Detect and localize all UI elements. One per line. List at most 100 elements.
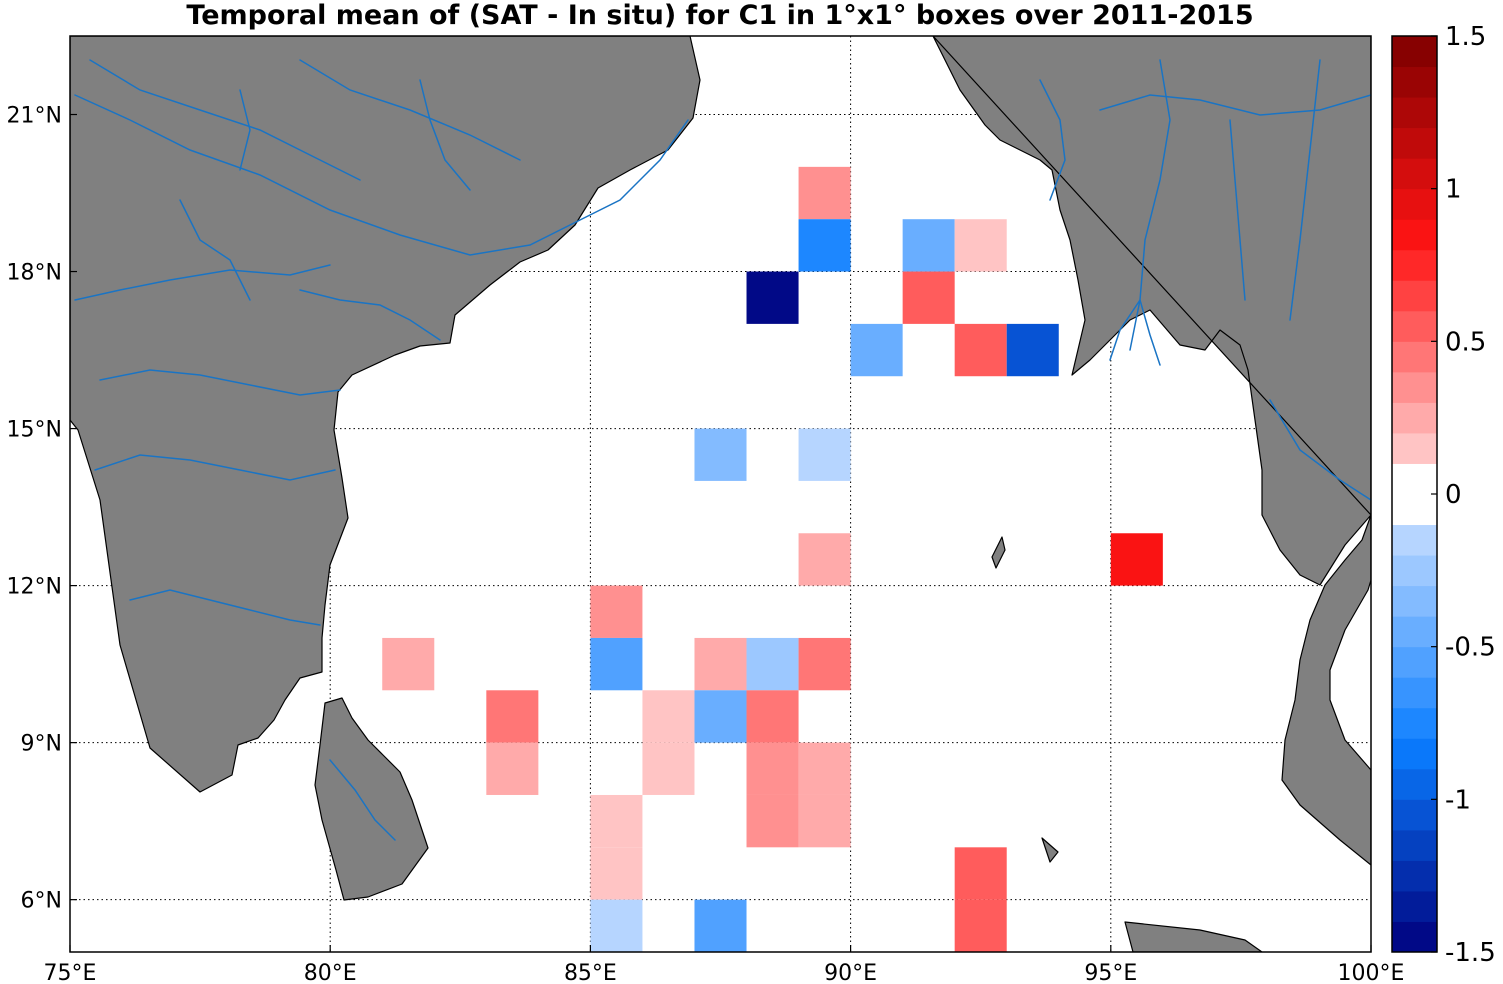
river-salween <box>1289 59 1321 321</box>
data-cell <box>902 271 955 324</box>
data-cell <box>590 794 643 848</box>
river-layer <box>74 59 1371 841</box>
india-landmass <box>70 36 701 793</box>
data-cell <box>486 742 539 795</box>
data-cell <box>746 742 799 795</box>
river-narmada <box>74 264 331 301</box>
colorbar-segment <box>1392 646 1437 678</box>
river-tributary-3 <box>239 89 251 171</box>
river-meghna <box>1039 79 1066 201</box>
colorbar-segment <box>1392 249 1437 281</box>
river-godavari <box>99 369 341 396</box>
data-cell <box>850 323 903 377</box>
data-cell <box>694 428 747 481</box>
data-cell <box>642 690 695 743</box>
axis-labels: 75°E 80°E 85°E 90°E 95°E 100°E 6°N 9°N 12°N 15°N 1… <box>7 104 1405 984</box>
data-cell <box>642 742 695 795</box>
data-cell <box>382 637 435 691</box>
andaman-island <box>991 536 1006 569</box>
data-cells <box>382 166 1163 952</box>
data-cell <box>590 899 643 952</box>
colorbar-segment <box>1392 97 1437 129</box>
data-cell <box>902 219 955 272</box>
data-cell <box>954 323 1007 377</box>
colorbar-segment <box>1392 555 1437 587</box>
data-cell <box>694 899 747 952</box>
colorbar-segment <box>1392 585 1437 617</box>
river-brahmaputra <box>1099 94 1371 116</box>
land-layer <box>70 36 1371 952</box>
bangladesh-myanmar-landmass <box>932 36 1371 866</box>
river-mahanadi <box>299 289 441 341</box>
colorbar-segment <box>1392 463 1437 495</box>
colorbar-segment <box>1392 158 1437 190</box>
data-cell <box>746 271 799 324</box>
colorbar-segment <box>1392 524 1437 556</box>
sri-lanka-landmass <box>314 697 429 901</box>
colorbar-segment <box>1392 860 1437 892</box>
river-krishna <box>94 454 336 481</box>
colorbar: 1.5 1 0.5 0 -0.5 -1 -1.5 <box>1391 22 1496 968</box>
data-cell <box>590 585 643 638</box>
data-cell <box>954 847 1007 900</box>
river-sittaung <box>1229 119 1246 301</box>
data-cell <box>798 166 851 220</box>
river-tributary-1 <box>179 199 251 301</box>
colorbar-tick-label: -0.5 <box>1445 633 1496 663</box>
data-cell <box>954 219 1007 272</box>
data-cell <box>746 637 799 691</box>
river-ganges <box>74 94 689 256</box>
x-tick-label: 90°E <box>824 961 877 984</box>
y-tick-label: 12°N <box>7 575 62 600</box>
colorbar-tick-label: -1 <box>1445 785 1471 815</box>
colorbar-segment <box>1392 371 1437 403</box>
colorbar-tick-label: 0 <box>1445 480 1462 510</box>
colorbar-segment <box>1392 738 1437 770</box>
x-tick-label: 80°E <box>304 961 357 984</box>
y-tick-label: 6°N <box>21 889 62 914</box>
colorbar-segment <box>1392 921 1437 953</box>
data-cell <box>798 219 851 272</box>
x-tick-label: 95°E <box>1084 961 1137 984</box>
colorbar-segment <box>1392 310 1437 342</box>
x-tick-label: 85°E <box>564 961 617 984</box>
data-cell <box>954 899 1007 952</box>
river-tributary-2 <box>419 79 471 191</box>
colorbar-segment <box>1392 280 1437 312</box>
data-cell <box>798 794 851 848</box>
colorbar-segment <box>1392 707 1437 739</box>
data-cell <box>694 637 747 691</box>
colorbar-segment <box>1392 188 1437 220</box>
river-sri-lanka <box>329 759 396 841</box>
sumatra-landmass <box>1124 921 1263 952</box>
y-tick-label: 15°N <box>7 418 62 443</box>
data-cell <box>798 742 851 795</box>
colorbar-tick-label: 1 <box>1445 175 1462 205</box>
data-cell <box>798 637 851 691</box>
data-cell <box>1110 533 1163 586</box>
colorbar-segment <box>1392 677 1437 709</box>
colorbar-segment <box>1392 127 1437 159</box>
x-tick-label: 100°E <box>1338 961 1405 984</box>
colorbar-tick-label: 0.5 <box>1445 327 1486 357</box>
map-frame <box>69 35 1372 953</box>
colorbar-segment <box>1392 66 1437 98</box>
data-cell <box>798 428 851 481</box>
x-tick-label: 75°E <box>44 961 97 984</box>
data-cell <box>486 690 539 743</box>
colorbar-segment <box>1392 799 1437 831</box>
river-east-tributary <box>1269 399 1371 501</box>
colorbar-tick-label: -1.5 <box>1445 938 1496 968</box>
colorbar-segment <box>1392 768 1437 800</box>
river-irrawaddy-delta <box>1109 299 1161 366</box>
colorbar-segment <box>1392 616 1437 648</box>
colorbar-segment <box>1392 219 1437 251</box>
data-cell <box>798 533 851 586</box>
data-cell <box>1006 323 1059 377</box>
data-cell <box>590 847 643 900</box>
data-cell <box>694 690 747 743</box>
colorbar-segment <box>1392 890 1437 922</box>
y-tick-label: 21°N <box>7 104 62 129</box>
river-ghaghara <box>299 59 521 161</box>
